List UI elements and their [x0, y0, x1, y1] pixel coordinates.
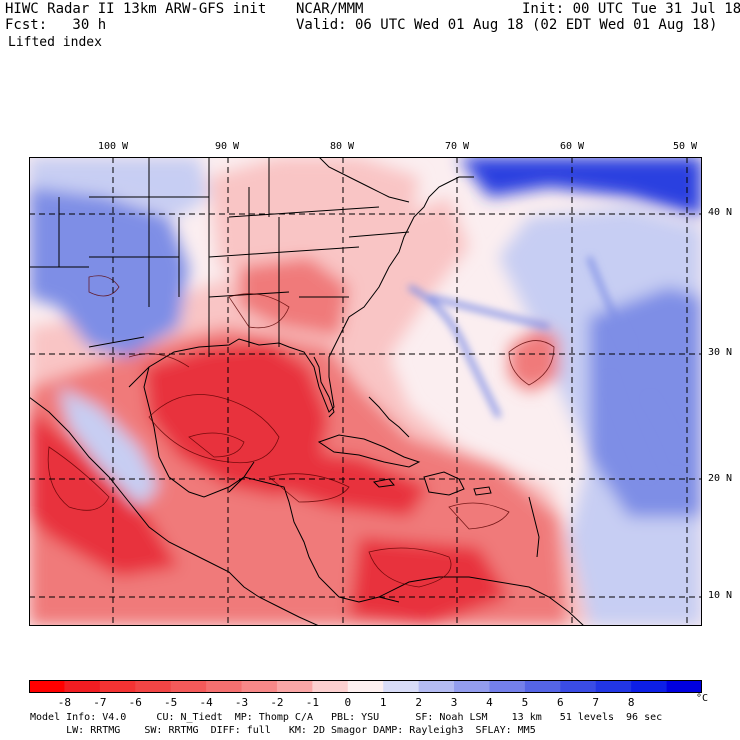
- colorbar-swatch: [418, 680, 455, 693]
- colorbar-swatch: [29, 680, 65, 693]
- colorbar-tick-label: 2: [415, 696, 422, 709]
- valid-time: Valid: 06 UTC Wed 01 Aug 18 (02 EDT Wed …: [296, 17, 718, 33]
- map-frame: [29, 157, 702, 626]
- colorbar-tick-label: 7: [592, 696, 600, 709]
- lon-label-70w: 70 W: [444, 141, 470, 152]
- colorbar-swatch: [489, 680, 526, 693]
- lat-label-10n: 10 N: [708, 590, 733, 601]
- colorbar-swatch: [666, 680, 702, 693]
- field-name: Lifted index: [8, 35, 102, 50]
- colorbar-swatch: [347, 680, 384, 693]
- colorbar-tick-label: -1: [305, 696, 319, 709]
- colorbar-tick-label: -5: [164, 696, 178, 709]
- colorbar-tick-label: 6: [557, 696, 564, 709]
- colorbar-swatch: [241, 680, 278, 693]
- colorbar-swatch: [383, 680, 420, 693]
- colorbar-tick-label: 4: [486, 696, 493, 709]
- colorbar-swatch: [595, 680, 632, 693]
- colorbar-unit: °C: [696, 693, 709, 704]
- colorbar-tick-label: 0: [344, 696, 352, 709]
- model-info-line2: LW: RRTMG SW: RRTMG DIFF: full KM: 2D Sm…: [30, 725, 536, 736]
- colorbar-swatch: [560, 680, 597, 693]
- forecast-hour: Fcst: 30 h: [5, 17, 107, 33]
- colorbar-swatch: [135, 680, 172, 693]
- lifted-index-map: [29, 157, 702, 626]
- lon-label-80w: 80 W: [329, 141, 355, 152]
- colorbar-swatch: [631, 680, 668, 693]
- colorbar-tick-label: -8: [57, 696, 72, 709]
- colorbar-swatch: [524, 680, 561, 693]
- colorbar-swatch: [454, 680, 490, 693]
- colorbar-tick-label: -2: [270, 696, 284, 709]
- colorbar-tick-label: 8: [627, 696, 635, 709]
- lon-label-100w: 100 W: [97, 141, 129, 152]
- colorbar-swatch: [64, 680, 101, 693]
- colorbar-swatch: [312, 680, 349, 693]
- colorbar-swatch: [99, 680, 136, 693]
- colorbar-swatch: [276, 680, 313, 693]
- lat-label-20n: 20 N: [708, 473, 733, 484]
- colorbar-tick-label: 1: [379, 696, 387, 709]
- model-title: HIWC Radar II 13km ARW-GFS init: [5, 1, 267, 17]
- colorbar-tick-label: -4: [199, 696, 213, 709]
- coastlines: [29, 157, 585, 626]
- organization: NCAR/MMM: [296, 1, 364, 17]
- colorbar-tick-label: 3: [450, 696, 458, 709]
- colorbar-tick-label: -3: [234, 696, 249, 709]
- colorbar-tick-label: -6: [128, 696, 142, 709]
- colorbar: [29, 680, 702, 693]
- model-info-line1: Model Info: V4.0 CU: N_Tiedt MP: Thomp C…: [30, 712, 663, 723]
- lon-label-60w: 60 W: [559, 141, 585, 152]
- lon-label-90w: 90 W: [214, 141, 240, 152]
- lon-label-50w: 50 W: [672, 141, 698, 152]
- colorbar-swatch: [206, 680, 243, 693]
- colorbar-tick-label: 5: [521, 696, 529, 709]
- lat-label-40n: 40 N: [708, 207, 733, 218]
- colorbar-tick-label: -7: [93, 696, 107, 709]
- colorbar-swatch: [170, 680, 207, 693]
- lat-lon-grid: [29, 157, 702, 626]
- init-time: Init: 00 UTC Tue 31 Jul 18: [522, 1, 740, 17]
- lat-label-30n: 30 N: [708, 347, 733, 358]
- contours: [47, 275, 555, 588]
